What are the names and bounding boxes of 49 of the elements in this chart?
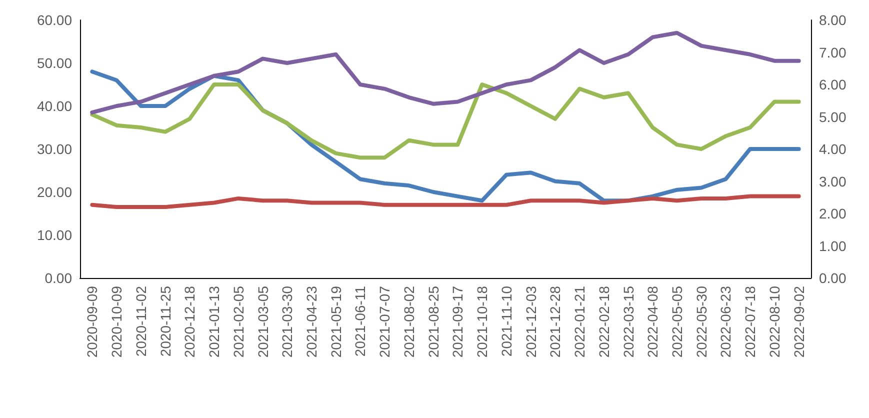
x-tick-label: 2022-06-23: [718, 286, 734, 358]
y2-tick-label: 0.00: [819, 270, 846, 286]
x-tick-label: 2022-07-18: [742, 286, 758, 358]
y2-tick-label: 3.00: [819, 173, 846, 190]
x-tick-label: 2021-10-18: [474, 286, 490, 358]
y2-tick-label: 2.00: [819, 206, 846, 222]
y-tick-label: 40.00: [36, 98, 72, 114]
y2-tick-label: 8.00: [819, 12, 846, 28]
x-tick-label: 2021-06-11: [352, 286, 368, 357]
x-tick-label: 2020-09-09: [84, 286, 100, 358]
x-tick-label: 2022-01-21: [572, 286, 588, 358]
y-tick-label: 0.00: [44, 270, 72, 286]
y-tick-label: 20.00: [36, 184, 72, 200]
x-tick-label: 2020-10-09: [108, 286, 125, 358]
y2-tick-label: 5.00: [819, 108, 846, 125]
x-tick-label: 2021-11-10: [498, 286, 514, 357]
y2-tick-label: 6.00: [819, 76, 846, 92]
line-series: [90, 82, 801, 160]
x-tick-label: 2020-12-18: [182, 286, 198, 358]
x-tick-label: 2020-11-25: [157, 286, 174, 357]
x-tick-label: 2022-05-05: [668, 286, 685, 358]
x-tick-label: 2021-08-25: [425, 286, 442, 358]
x-tick-label: 2021-01-13: [206, 286, 222, 358]
x-tick-label: 2021-07-07: [376, 286, 393, 358]
y2-tick-label: 7.00: [819, 44, 846, 60]
x-tick-label: 2022-04-08: [644, 286, 661, 358]
x-tick-label: 2021-08-02: [400, 286, 417, 358]
line-series: [90, 30, 801, 114]
x-tick-label: 2021-09-17: [450, 286, 466, 358]
y-tick-label: 50.00: [36, 55, 72, 71]
y-tick-label: 60.00: [36, 12, 72, 28]
y-tick-label: 30.00: [36, 141, 72, 157]
x-tick-label: 2021-02-05: [230, 286, 246, 358]
x-tick-label: 2022-03-15: [620, 286, 636, 358]
x-tick-label: 2021-04-23: [303, 286, 320, 358]
x-tick-label: 2021-05-19: [328, 286, 344, 358]
y-tick-label: 10.00: [36, 227, 72, 243]
x-tick-label: 2022-09-02: [790, 286, 807, 358]
line-series: [90, 194, 801, 210]
x-tick-label: 2022-08-10: [766, 286, 782, 358]
y2-tick-label: 1.00: [819, 238, 846, 254]
x-tick-label: 2022-02-18: [596, 286, 612, 358]
x-tick-label: 2022-05-30: [693, 286, 710, 358]
x-tick-label: 2021-03-05: [254, 286, 271, 358]
x-tick-label: 2021-12-03: [522, 286, 539, 358]
y2-tick-label: 4.00: [819, 141, 846, 157]
x-tick-label: 2021-03-30: [279, 286, 296, 358]
x-tick-label: 2021-12-28: [547, 286, 564, 358]
x-tick-label: 2020-11-02: [132, 286, 149, 357]
